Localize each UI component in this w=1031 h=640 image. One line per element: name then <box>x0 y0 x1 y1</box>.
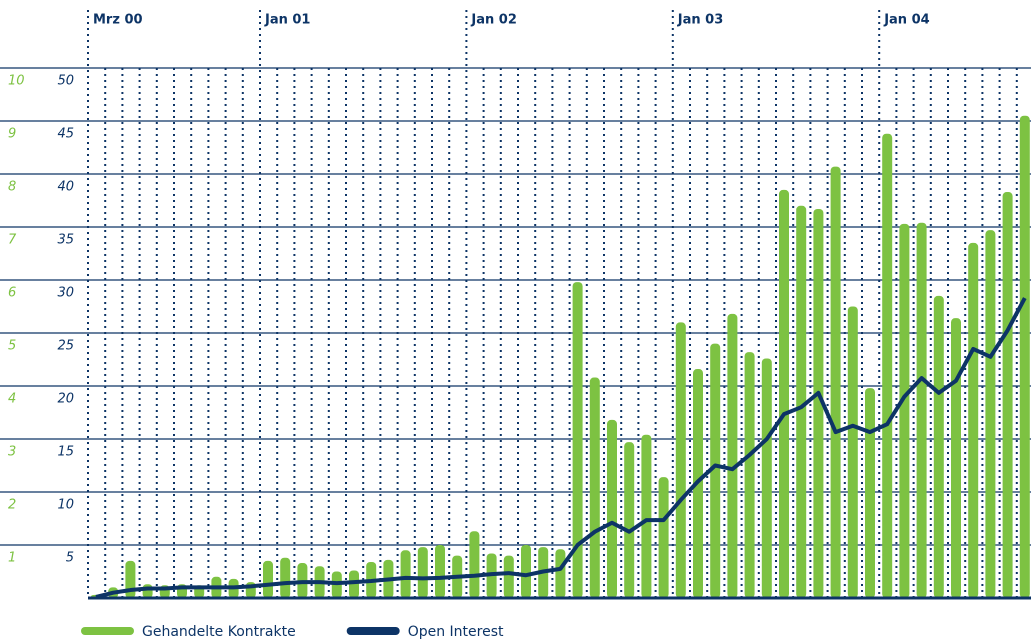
bar <box>435 545 445 598</box>
y2-tick-label: 4 <box>8 392 16 407</box>
bar <box>830 166 841 598</box>
y-tick-label: 25 <box>57 339 74 354</box>
bar <box>761 358 772 598</box>
y2-tick-label: 2 <box>8 498 16 513</box>
bar <box>142 584 153 598</box>
bar <box>882 133 893 598</box>
bar <box>899 223 910 598</box>
y-tick-label: 45 <box>57 127 74 142</box>
y2-tick-label: 10 <box>8 74 25 89</box>
bar <box>641 434 652 598</box>
legend-label: Open Interest <box>408 624 504 640</box>
bar <box>555 549 566 598</box>
bar <box>1019 115 1030 598</box>
y-tick-label: 15 <box>57 445 74 460</box>
x-tick-label: Jan 02 <box>470 13 516 28</box>
y2-tick-label: 1 <box>8 551 16 566</box>
bar <box>865 388 875 598</box>
x-tick-label: Mrz 00 <box>93 13 143 28</box>
y2-tick-label: 8 <box>8 180 16 195</box>
x-tick-label: Jan 01 <box>264 13 310 28</box>
bar <box>675 322 686 598</box>
y-tick-label: 50 <box>57 74 74 89</box>
bar <box>572 282 583 598</box>
y2-tick-label: 9 <box>8 127 16 142</box>
bar <box>349 570 359 598</box>
x-tick-label: Jan 04 <box>883 13 929 28</box>
bar <box>796 205 807 599</box>
bar <box>727 313 738 598</box>
bar <box>985 230 996 598</box>
bar <box>589 377 600 598</box>
bar <box>847 306 858 598</box>
y-tick-label: 20 <box>57 392 74 407</box>
bar <box>607 419 617 598</box>
bar <box>968 242 979 598</box>
bar <box>779 189 789 598</box>
x-tick-label: Jan 03 <box>677 13 723 28</box>
y2-tick-label: 5 <box>8 339 16 354</box>
y-tick-label: 35 <box>57 233 74 248</box>
y-tick-label: 5 <box>66 551 74 566</box>
bar <box>813 208 824 599</box>
y2-tick-label: 6 <box>8 286 16 301</box>
bar <box>400 550 411 598</box>
bar <box>469 531 480 598</box>
bar <box>280 557 291 598</box>
bar <box>263 560 273 598</box>
bar <box>744 352 755 598</box>
legend-label: Gehandelte Kontrakte <box>142 624 296 640</box>
bar <box>521 545 531 598</box>
bar <box>916 222 927 598</box>
y-tick-label: 10 <box>57 498 74 513</box>
bar <box>951 318 961 598</box>
bar <box>1002 192 1013 598</box>
y2-tick-label: 7 <box>8 233 17 248</box>
y-tick-label: 30 <box>57 286 74 301</box>
bar <box>933 295 944 598</box>
bar <box>624 442 635 598</box>
bar <box>417 547 428 598</box>
y2-tick-label: 3 <box>8 445 16 460</box>
line <box>95 297 1027 599</box>
bar <box>658 477 669 598</box>
y-tick-label: 40 <box>57 180 74 195</box>
bar <box>503 555 514 598</box>
bar <box>710 343 721 598</box>
